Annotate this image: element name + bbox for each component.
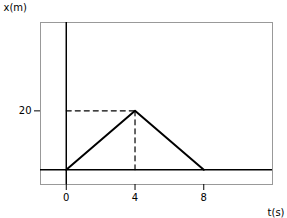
svg-text:t(s): t(s) bbox=[268, 207, 285, 218]
svg-text:8: 8 bbox=[201, 192, 207, 203]
svg-text:20: 20 bbox=[19, 105, 32, 116]
svg-text:0: 0 bbox=[63, 192, 69, 203]
svg-text:x(m): x(m) bbox=[4, 2, 28, 13]
svg-text:4: 4 bbox=[132, 192, 138, 203]
